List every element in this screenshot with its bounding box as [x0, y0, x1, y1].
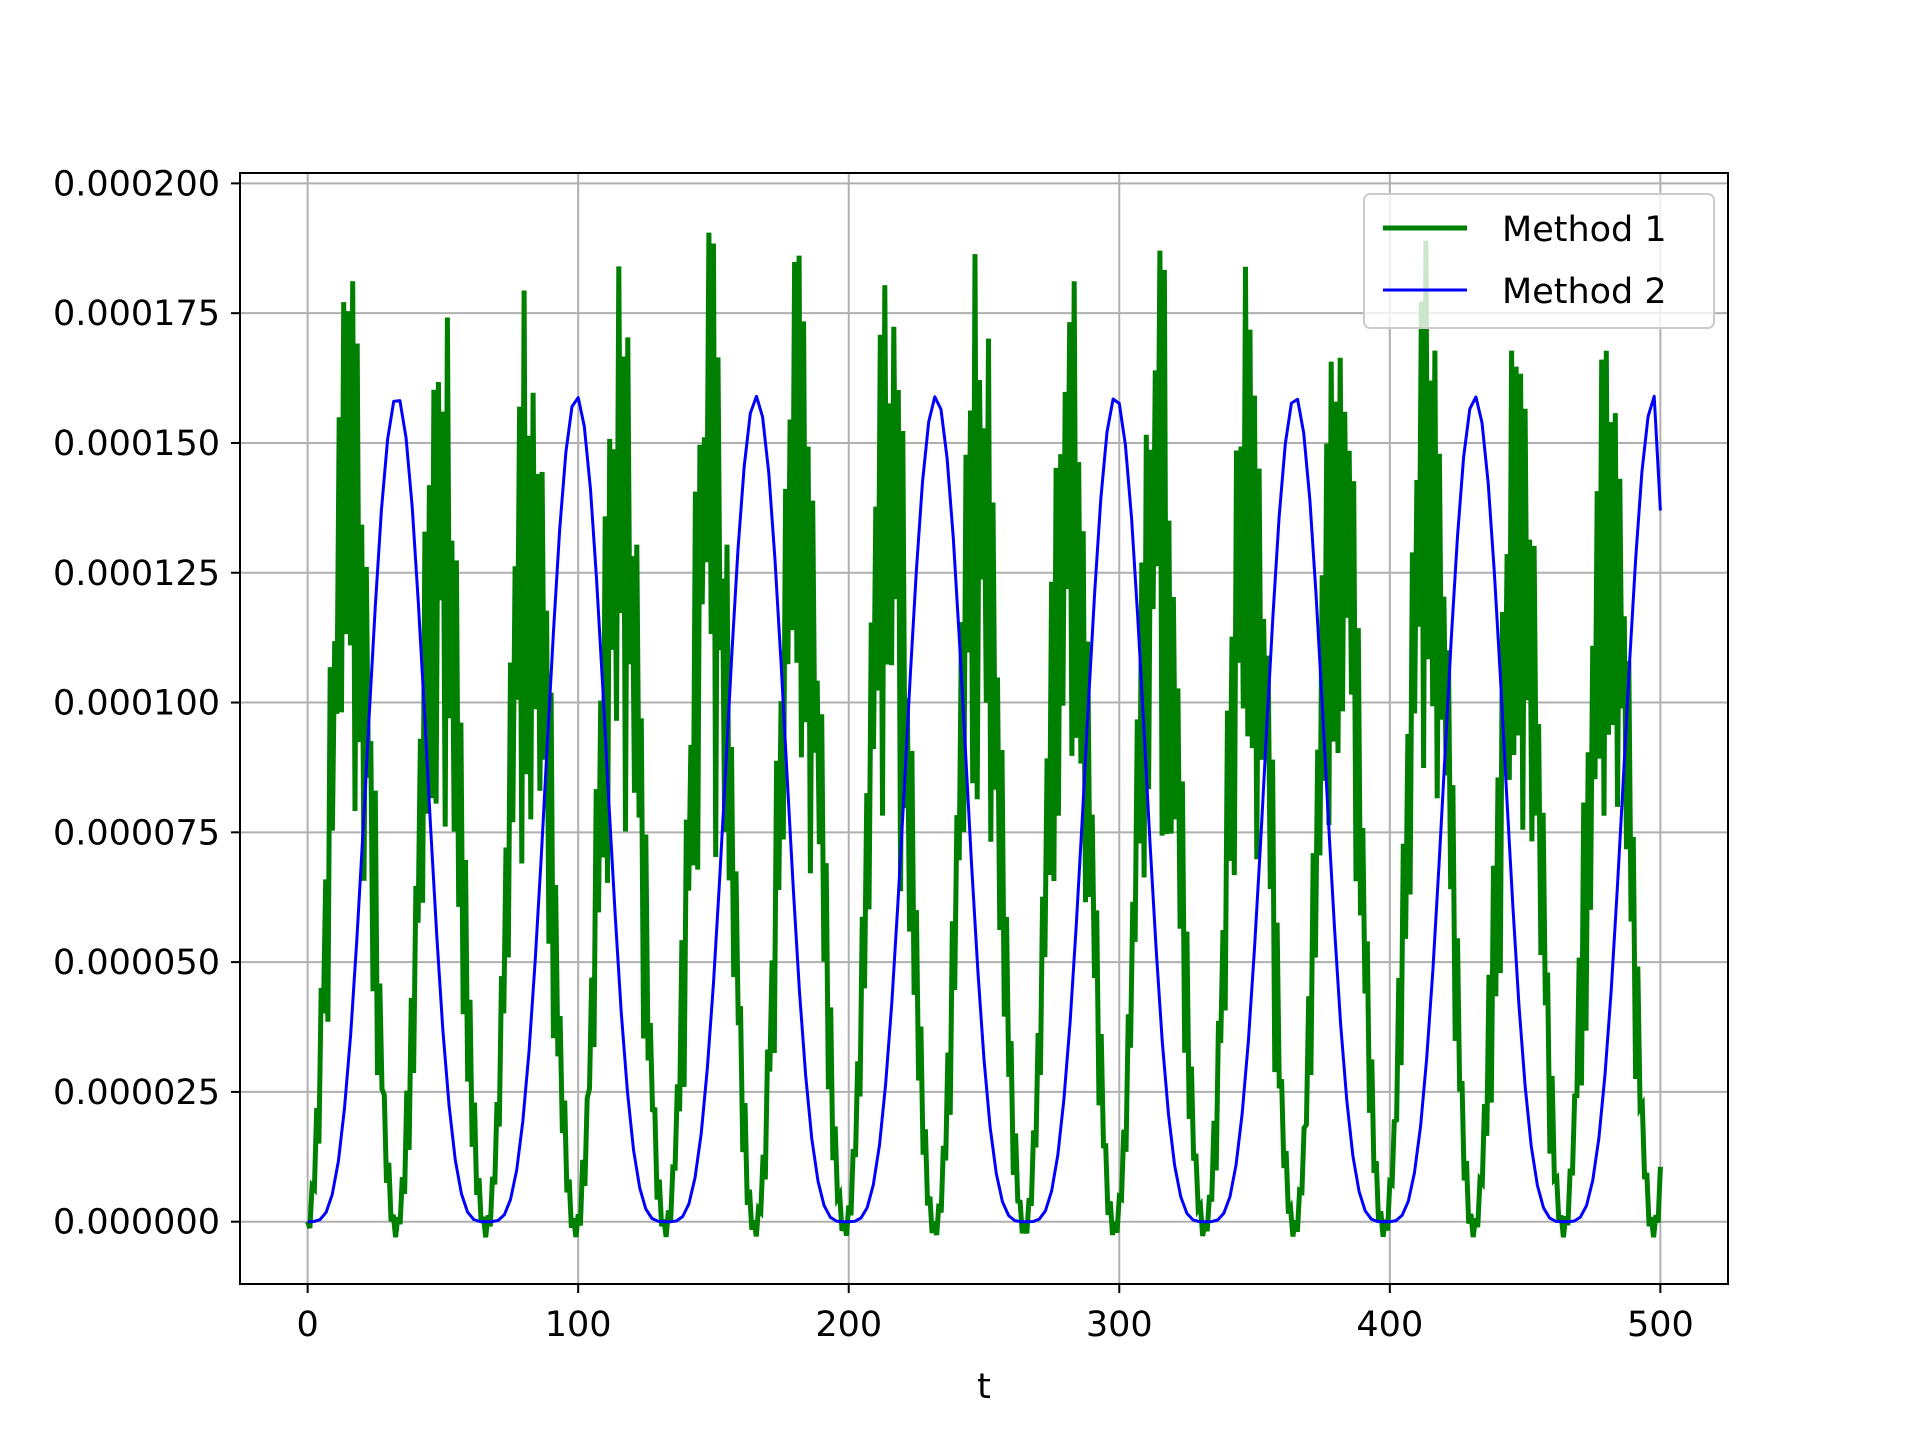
y-tick-label: 0.000000: [53, 1203, 220, 1243]
series-line-method-2: [307, 394, 1662, 1224]
y-tick-label: 0.000050: [53, 943, 220, 983]
y-tick-label: 0.000025: [53, 1073, 220, 1113]
plot-frame: [239, 172, 1729, 1285]
plot-area: [240, 173, 1728, 1284]
legend: Method 1 Method 2: [1363, 193, 1715, 329]
x-tick-label: 200: [815, 1305, 882, 1345]
y-tick-label: 0.000150: [53, 424, 220, 464]
x-tick-label: 100: [545, 1305, 612, 1345]
y-tick-label: 0.000200: [53, 164, 220, 204]
series-line-method-1: [305, 232, 1663, 1238]
x-tick-label: 400: [1356, 1305, 1423, 1345]
x-tick-label: 500: [1627, 1305, 1694, 1345]
legend-label-method-1: Method 1: [1502, 210, 1667, 250]
x-axis-title: t: [977, 1367, 991, 1407]
x-tick-label: 300: [1086, 1305, 1153, 1345]
legend-label-method-2: Method 2: [1502, 272, 1667, 312]
x-tick-label: 0: [296, 1305, 318, 1345]
y-tick-label: 0.000075: [53, 813, 220, 853]
axis-ticks: 0 100 200 300 400 500 0.000000 0.000025 0.000050…: [53, 164, 1694, 1345]
series-lines: [305, 232, 1663, 1238]
y-tick-label: 0.000125: [53, 554, 220, 594]
y-tick-label: 0.000100: [53, 684, 220, 724]
y-tick-label: 0.000175: [53, 294, 220, 334]
